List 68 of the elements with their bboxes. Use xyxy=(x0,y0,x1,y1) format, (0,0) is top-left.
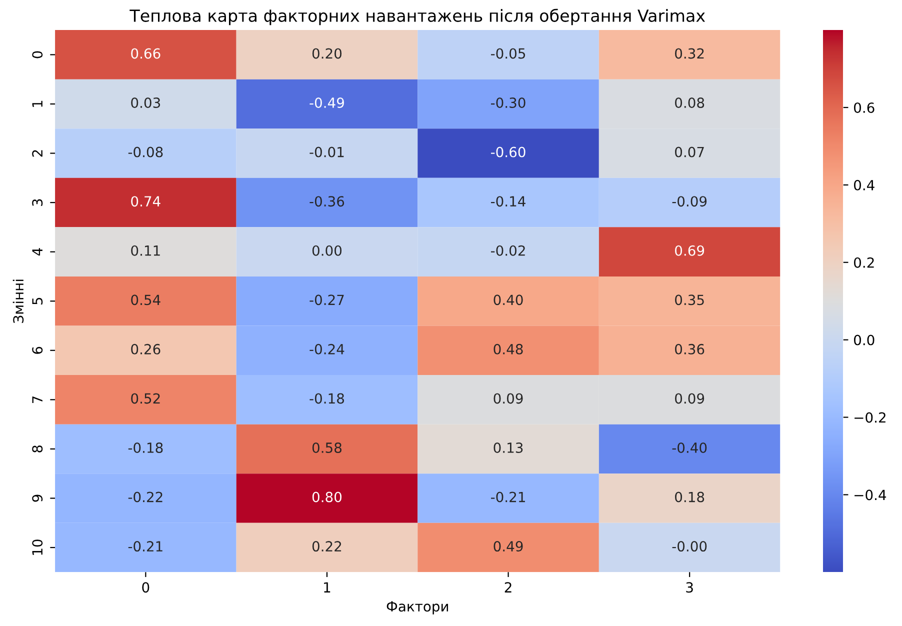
data-label: 0.11 xyxy=(131,245,160,256)
y-tick-label: 7 xyxy=(32,396,42,403)
data-label: 0.49 xyxy=(494,541,523,552)
data-label: -0.22 xyxy=(128,492,162,502)
y-axis-title: Змінні xyxy=(12,280,24,323)
data-label: -0.14 xyxy=(490,196,526,207)
color-bar-label: 0.6 xyxy=(854,102,874,113)
y-tick-label: 5 xyxy=(32,298,43,304)
data-label: 0.66 xyxy=(131,48,160,59)
data-label: -0.21 xyxy=(128,541,162,552)
data-label: -0.40 xyxy=(672,442,707,453)
data-label: 0.69 xyxy=(675,245,704,256)
data-label: 0.54 xyxy=(131,294,160,306)
x-tick-label: 1 xyxy=(324,582,330,592)
data-label: 0.48 xyxy=(494,344,523,354)
data-label: 0.35 xyxy=(675,294,704,306)
data-label: -0.00 xyxy=(672,541,707,552)
color-bar-label: −0.2 xyxy=(854,412,886,423)
data-label: -0.21 xyxy=(490,492,525,502)
y-tick-label: 3 xyxy=(32,199,43,206)
data-label: -0.18 xyxy=(128,442,163,453)
y-tick-label: 4 xyxy=(32,248,42,256)
data-label: -0.05 xyxy=(490,48,526,59)
color-bar-label: 0.0 xyxy=(854,334,874,346)
data-label: -0.01 xyxy=(310,146,344,158)
x-tick-label: 3 xyxy=(686,582,693,593)
data-label: 0.09 xyxy=(494,393,523,404)
color-bar-label: −0.4 xyxy=(854,490,886,500)
x-axis-title: Фактори xyxy=(386,601,448,614)
data-label: 0.40 xyxy=(494,294,523,306)
data-label: -0.27 xyxy=(310,294,344,306)
y-tick-label: 1 xyxy=(32,100,42,107)
color-bar-label: 0.2 xyxy=(854,257,874,268)
y-tick-label: 10 xyxy=(32,540,43,555)
y-tick-label: 8 xyxy=(32,445,43,452)
color-bar-label: 0.4 xyxy=(854,180,874,190)
data-label: -0.36 xyxy=(310,196,344,207)
data-label: 0.08 xyxy=(675,97,704,108)
data-label: -0.18 xyxy=(310,393,344,404)
data-label: -0.60 xyxy=(490,146,526,158)
data-label: 0.74 xyxy=(131,196,160,207)
data-label: 0.58 xyxy=(312,442,342,453)
data-label: -0.09 xyxy=(672,196,707,207)
data-label: -0.30 xyxy=(490,97,526,108)
y-tick-label: 0 xyxy=(32,51,43,58)
data-label: 0.03 xyxy=(131,97,160,108)
y-tick-label: 6 xyxy=(32,346,43,354)
data-label: 0.22 xyxy=(312,541,342,552)
data-label: 0.18 xyxy=(675,492,704,502)
data-label: 0.26 xyxy=(131,344,160,354)
data-label: 0.09 xyxy=(675,393,704,404)
data-label: -0.24 xyxy=(310,344,344,354)
data-label: 0.32 xyxy=(675,48,704,59)
data-label: 0.20 xyxy=(312,48,342,59)
data-label: 0.00 xyxy=(312,245,342,256)
data-label: 0.52 xyxy=(131,393,160,404)
data-label: 0.80 xyxy=(312,492,342,502)
x-tick-label: 0 xyxy=(142,582,150,593)
data-label: -0.08 xyxy=(128,146,163,158)
data-label: -0.49 xyxy=(310,97,344,108)
chart-title: Теплова карта факторних навантажень після обертання Varimax xyxy=(130,8,706,26)
y-tick-label: 9 xyxy=(32,494,43,502)
data-label: 0.36 xyxy=(675,344,704,354)
data-label: 0.13 xyxy=(494,442,523,453)
data-label: -0.02 xyxy=(490,245,525,256)
y-tick-label: 2 xyxy=(32,150,42,157)
x-tick-label: 2 xyxy=(504,582,512,592)
data-label: 0.07 xyxy=(675,146,704,158)
